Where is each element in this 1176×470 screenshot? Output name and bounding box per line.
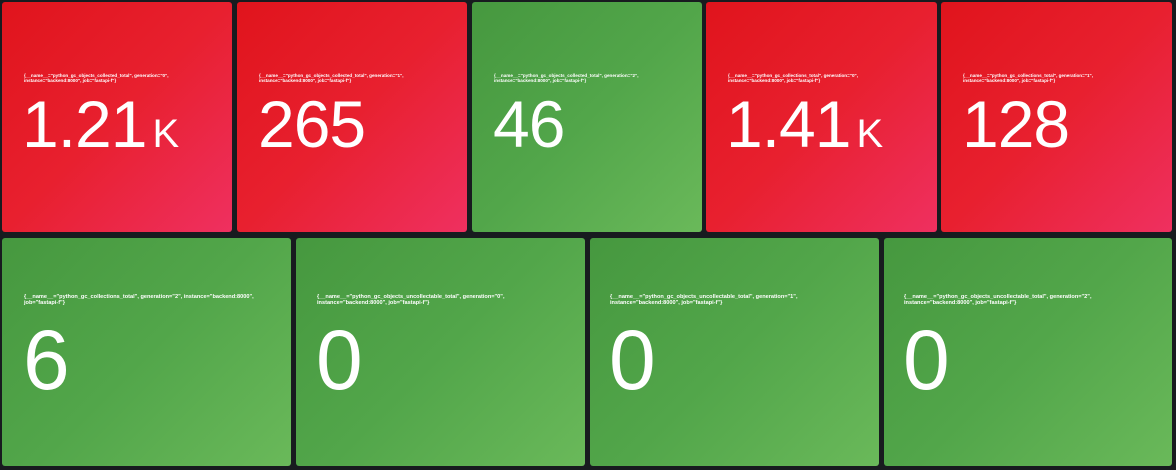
panel-value: 6: [23, 318, 70, 402]
stat-panel-gc-objects-uncollectable-gen2[interactable]: {__name__="python_gc_objects_uncollectab…: [884, 238, 1172, 466]
panel-series-label: {__name__="python_gc_collections_total",…: [728, 73, 858, 84]
stat-panel-gc-collections-gen0[interactable]: {__name__="python_gc_collections_total",…: [706, 2, 937, 232]
panel-value: 1.41 K: [726, 91, 883, 167]
panel-value: 0: [609, 318, 656, 402]
panel-value-number: 265: [258, 87, 366, 161]
panel-value: 128: [962, 91, 1070, 157]
panel-value-number: 0: [903, 313, 950, 407]
panel-value: 0: [903, 318, 950, 402]
panel-series-label: {__name__="python_gc_objects_collected_t…: [494, 73, 639, 84]
panel-series-label: {__name__="python_gc_collections_total",…: [24, 294, 254, 307]
panel-value-number: 1.21: [22, 87, 147, 161]
panel-series-label: {__name__="python_gc_objects_uncollectab…: [317, 294, 505, 307]
panel-series-label: {__name__="python_gc_objects_uncollectab…: [904, 294, 1092, 307]
panel-value: 46: [493, 91, 565, 157]
panel-series-label: {__name__="python_gc_collections_total",…: [963, 73, 1093, 84]
stat-panel-gc-objects-collected-gen2[interactable]: {__name__="python_gc_objects_collected_t…: [472, 2, 702, 232]
panel-value: 265: [258, 91, 366, 157]
panel-value-unit: K: [152, 112, 180, 156]
panel-value-number: 128: [962, 87, 1070, 161]
panel-series-label: {__name__="python_gc_objects_collected_t…: [24, 73, 169, 84]
stat-panel-gc-objects-uncollectable-gen1[interactable]: {__name__="python_gc_objects_uncollectab…: [590, 238, 879, 466]
stat-panel-gc-objects-collected-gen1[interactable]: {__name__="python_gc_objects_collected_t…: [237, 2, 467, 232]
stat-panel-gc-collections-gen2[interactable]: {__name__="python_gc_collections_total",…: [2, 238, 291, 466]
panel-value-number: 6: [23, 313, 70, 407]
stat-panel-gc-objects-uncollectable-gen0[interactable]: {__name__="python_gc_objects_uncollectab…: [296, 238, 585, 466]
panel-value-unit: K: [856, 112, 884, 156]
panel-value: 0: [316, 318, 363, 402]
panel-series-label: {__name__="python_gc_objects_collected_t…: [259, 73, 404, 84]
panel-value-number: 0: [316, 313, 363, 407]
panel-value: 1.21 K: [22, 91, 179, 167]
panel-value-number: 1.41: [726, 87, 851, 161]
stat-panel-gc-objects-collected-gen0[interactable]: {__name__="python_gc_objects_collected_t…: [2, 2, 232, 232]
panel-series-label: {__name__="python_gc_objects_uncollectab…: [610, 294, 798, 307]
panel-value-number: 46: [493, 87, 565, 161]
stat-panel-gc-collections-gen1[interactable]: {__name__="python_gc_collections_total",…: [941, 2, 1172, 232]
panel-value-number: 0: [609, 313, 656, 407]
